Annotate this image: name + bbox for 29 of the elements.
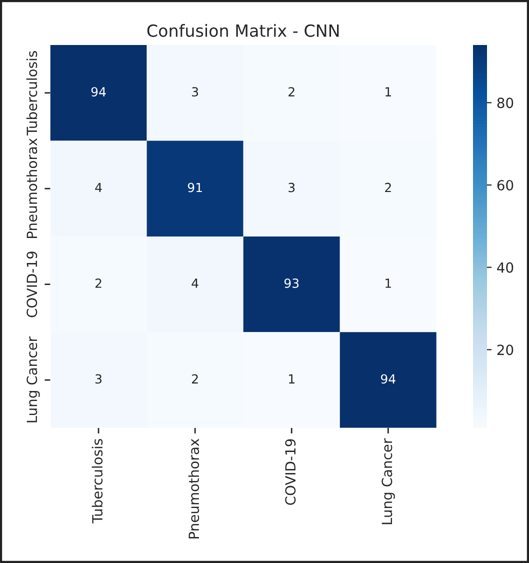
data-label: 2 — [192, 374, 198, 384]
data-label: 94 — [380, 374, 396, 384]
data-label: 94 — [91, 87, 106, 97]
data-label: 4 — [192, 278, 198, 288]
x-tick-label: Tuberculosis — [92, 438, 103, 524]
data-label: 4 — [95, 182, 102, 192]
color-bar-label: 60 — [497, 180, 514, 190]
color-bar-label: 40 — [497, 262, 514, 273]
y-tick-label: Tuberculosis — [26, 51, 38, 136]
data-label: 1 — [386, 87, 391, 96]
data-label: 1 — [289, 374, 294, 384]
data-label: 93 — [284, 278, 299, 288]
data-label: 2 — [385, 182, 391, 192]
color-bar-label: 20 — [497, 344, 514, 356]
x-tick-label: Lung Cancer — [382, 438, 395, 524]
y-tick-label: COVID-19 — [26, 252, 38, 318]
data-label: 2 — [95, 278, 102, 288]
data-label: 1 — [386, 278, 391, 288]
x-tick-label: COVID-19 — [285, 439, 296, 505]
y-tick-label: Lung Cancer — [26, 336, 40, 422]
x-tick-label: Pneumothorax — [188, 438, 200, 538]
data-label: 2 — [288, 87, 294, 96]
y-tick-label: Pneumothorax — [26, 138, 38, 238]
color-bar-label: 80 — [497, 98, 514, 108]
chart-title: Confusion Matrix - CNN — [147, 24, 339, 37]
data-label: 91 — [188, 182, 202, 192]
data-label: 3 — [96, 374, 102, 384]
data-label: 3 — [288, 182, 295, 192]
data-label: 3 — [192, 87, 198, 97]
